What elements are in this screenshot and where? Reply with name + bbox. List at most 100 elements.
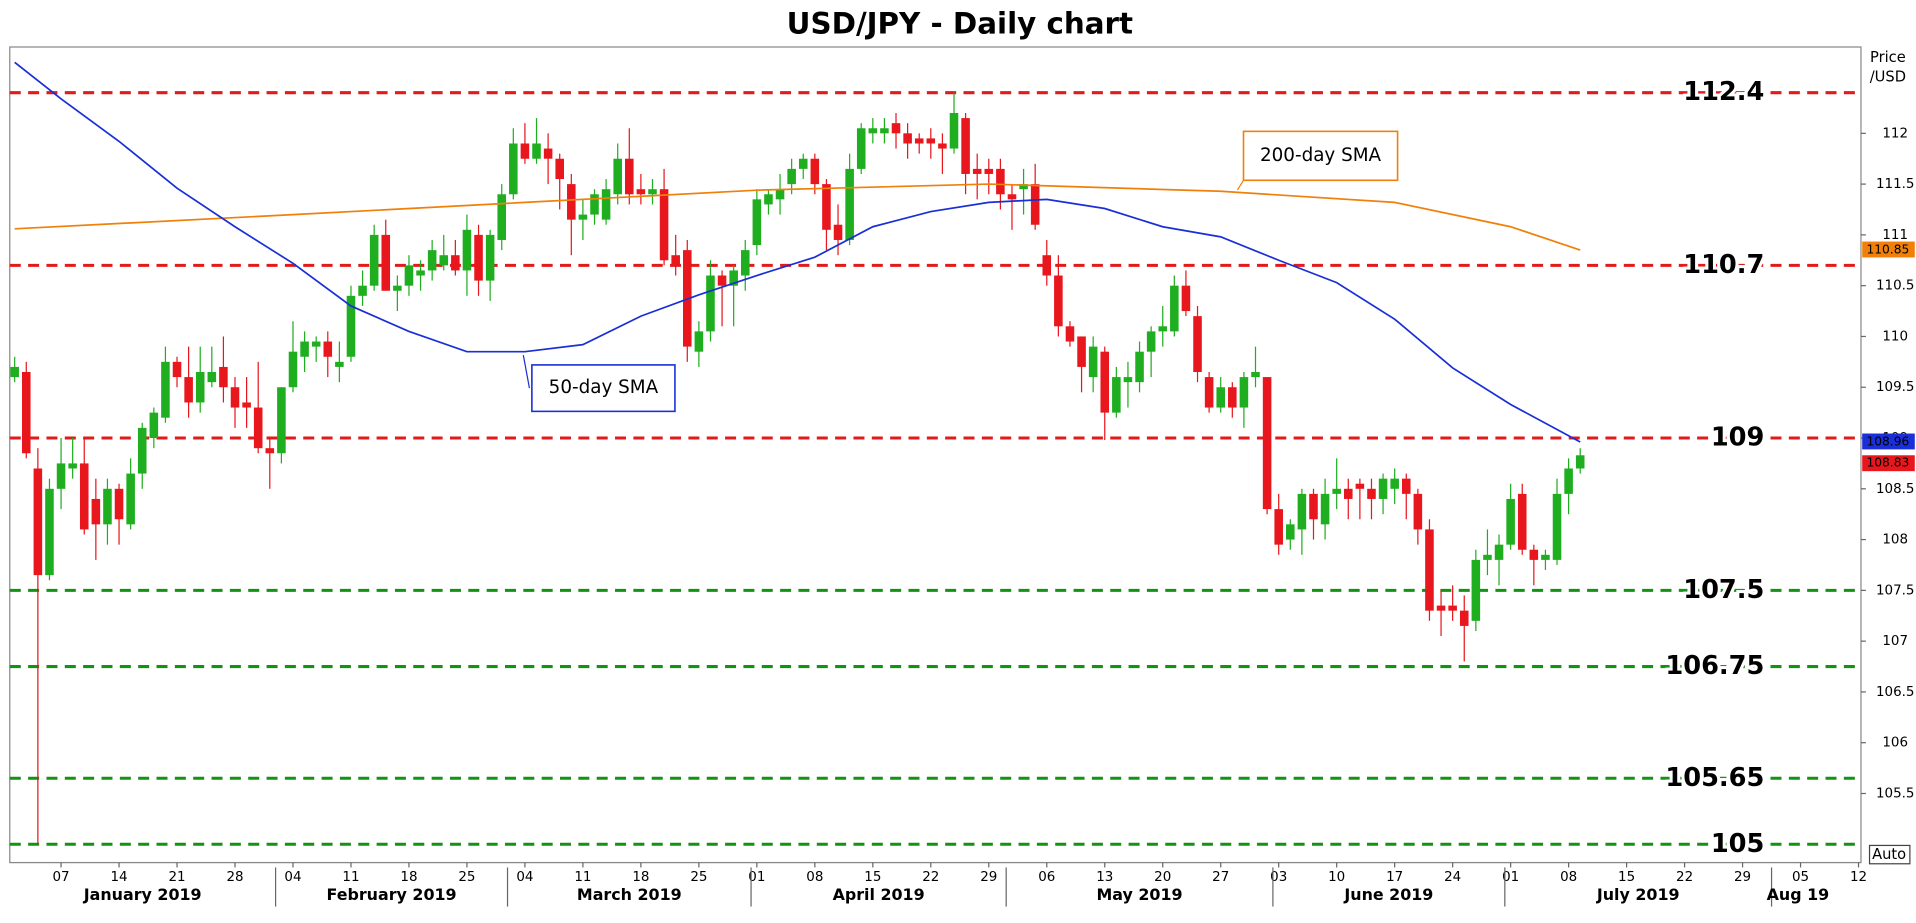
candle-body (1181, 285, 1191, 312)
candle-body (10, 366, 19, 378)
chart-title: USD/JPY - Daily chart (787, 6, 1133, 40)
candle-body (79, 463, 89, 530)
candle-body (1262, 377, 1272, 510)
candle-body (1100, 351, 1110, 413)
candle-body (613, 158, 622, 195)
candle-body (648, 189, 657, 195)
candle-body (126, 473, 135, 525)
candle-body (729, 270, 738, 286)
x-tick-label: 04 (516, 870, 533, 885)
y-tick-label: 107 (1882, 634, 1908, 649)
candle-body (868, 128, 878, 134)
candle-body (1239, 377, 1249, 408)
y-axis-label: Price (1870, 49, 1906, 66)
level-label: 109 (1711, 423, 1765, 453)
candle-body (1517, 493, 1527, 550)
candle-body (1401, 478, 1411, 494)
candle-body (1564, 468, 1573, 494)
candle-body (1170, 285, 1179, 332)
y-axis-label: /USD (1870, 69, 1906, 86)
y-tick-label: 105.5 (1876, 786, 1914, 801)
month-label: February 2019 (327, 885, 457, 904)
candle-body (520, 143, 530, 159)
annotation-leader (1236, 179, 1245, 191)
level-label: 106.75 (1665, 651, 1764, 681)
candle-body (891, 123, 901, 134)
candle-body (1112, 377, 1121, 413)
candle-body (926, 138, 936, 144)
candle-body (335, 361, 344, 367)
candle-body (880, 128, 889, 134)
candle-body (195, 372, 205, 403)
candle-body (1413, 493, 1423, 530)
candle-body (439, 255, 449, 266)
candle-body (1390, 478, 1399, 489)
candle-body (149, 412, 159, 439)
candle-body (543, 148, 553, 159)
candle-body (694, 331, 704, 352)
candle-body (277, 387, 286, 454)
candle-body (1529, 549, 1539, 560)
candle-body (1471, 559, 1481, 621)
candle-body (1344, 488, 1353, 499)
x-tick-label: 27 (1212, 870, 1229, 885)
candle-body (323, 341, 333, 357)
y-tick-label: 108 (1882, 533, 1908, 548)
y-tick-label: 109.5 (1876, 380, 1914, 395)
y-tick-label: 110.5 (1876, 279, 1914, 294)
candle-body (1077, 336, 1086, 367)
x-tick-label: 01 (748, 870, 765, 885)
month-label: April 2019 (833, 885, 925, 904)
month-label: January 2019 (83, 885, 202, 904)
candle-body (311, 341, 321, 347)
candle-body (265, 448, 275, 454)
candle-body (787, 168, 796, 185)
candle-body (393, 285, 402, 291)
x-tick-label: 28 (226, 870, 243, 885)
candle-body (856, 128, 866, 169)
x-tick-label: 01 (1502, 870, 1519, 885)
candle-body (172, 361, 182, 378)
candle-body (740, 250, 750, 276)
candle-body (578, 214, 588, 220)
candle-body (1123, 377, 1133, 383)
candle-body (300, 341, 309, 357)
x-tick-label: 04 (284, 870, 301, 885)
candle-body (949, 113, 959, 149)
x-tick-label: 11 (574, 870, 591, 885)
candle-body (1251, 372, 1260, 378)
candle-body (346, 295, 356, 357)
y-tick-label: 106 (1882, 736, 1908, 751)
annotation-leader (522, 355, 531, 389)
x-tick-label: 11 (342, 870, 359, 885)
sma-line (14, 183, 1581, 251)
candle-body (1158, 326, 1168, 332)
candle-body (1332, 488, 1341, 494)
level-label: 105 (1711, 829, 1765, 859)
candle-body (404, 265, 414, 286)
candle-body (1541, 554, 1550, 560)
candle-body (45, 488, 54, 576)
x-tick-label: 22 (1676, 870, 1693, 885)
candle-body (1065, 326, 1075, 342)
y-tick-label: 112 (1882, 126, 1908, 141)
candle-body (358, 285, 367, 296)
candle-body (288, 351, 298, 388)
x-tick-label: 25 (690, 870, 707, 885)
price-tag: 110.85 (1866, 243, 1909, 257)
candle-body (1552, 493, 1562, 560)
candle-body (590, 194, 599, 215)
candle-body (207, 372, 217, 383)
candle-body (427, 250, 437, 271)
candle-body (1135, 351, 1144, 383)
x-tick-label: 17 (1386, 870, 1403, 885)
candle-body (625, 158, 634, 195)
candle-body (1436, 605, 1446, 611)
candle-body (485, 234, 495, 281)
x-tick-label: 03 (1270, 870, 1287, 885)
candle-body (1088, 346, 1098, 378)
x-tick-label: 15 (1618, 870, 1635, 885)
y-tick-label: 108.5 (1876, 482, 1914, 497)
